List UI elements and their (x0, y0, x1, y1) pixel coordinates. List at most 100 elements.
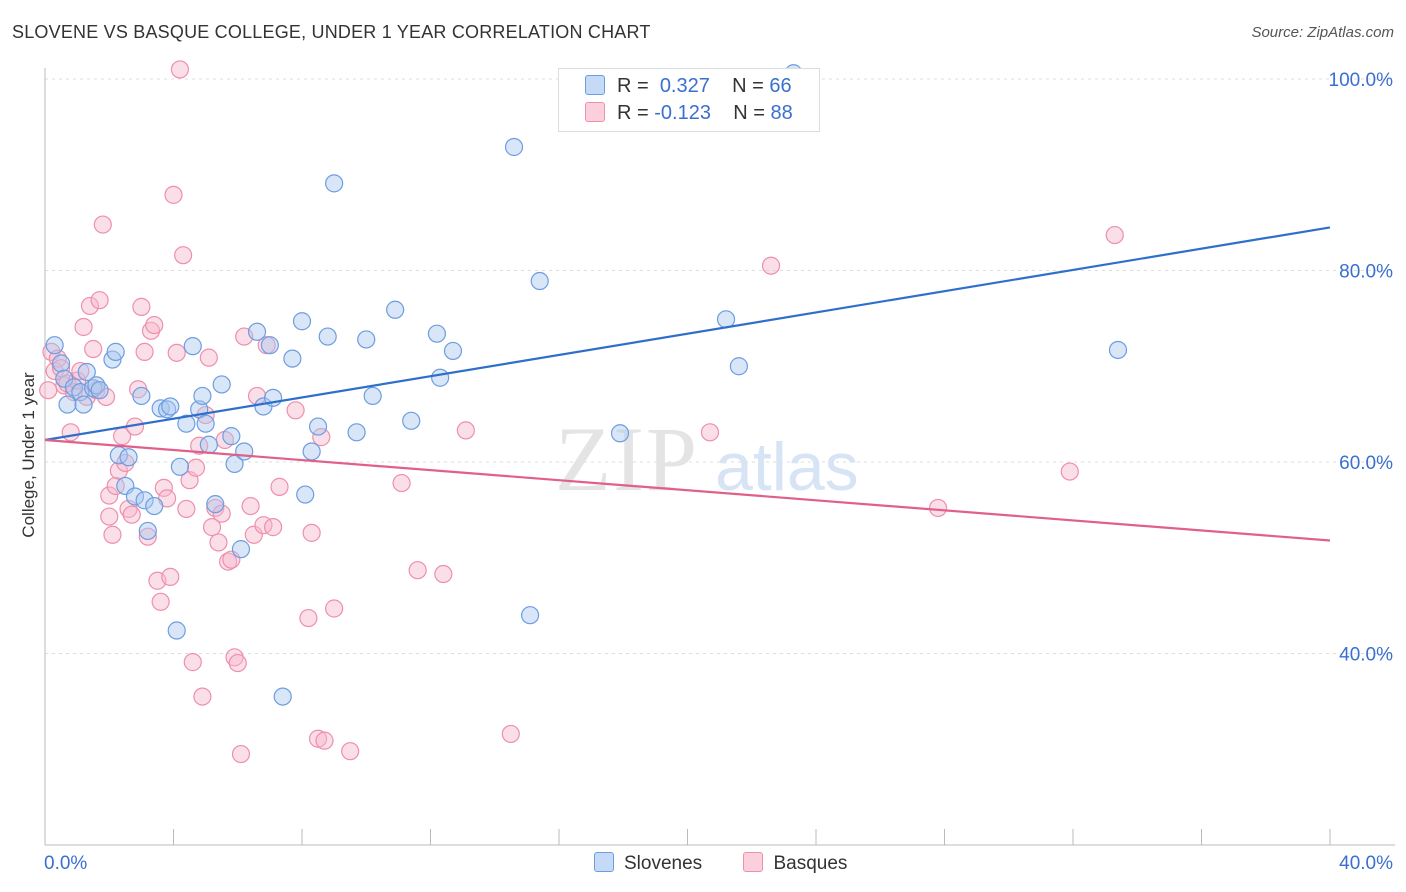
point-slovenes (273, 687, 292, 706)
point-basques (135, 342, 154, 361)
point-basques (434, 564, 453, 584)
point-slovenes (161, 397, 180, 416)
point-slovenes (283, 349, 302, 368)
point-basques (186, 458, 206, 477)
point-basques (193, 687, 212, 706)
point-basques (761, 256, 781, 275)
point-slovenes (431, 368, 450, 387)
point-slovenes (222, 427, 241, 446)
point-slovenes (183, 337, 202, 356)
point-basques (151, 592, 170, 611)
point-slovenes (308, 417, 328, 436)
point-slovenes (157, 400, 177, 419)
point-slovenes (318, 327, 337, 346)
point-basques (61, 423, 80, 442)
point-slovenes (610, 424, 630, 443)
legend-swatch-slovenes (594, 852, 614, 872)
point-slovenes (199, 435, 218, 454)
point-slovenes (193, 386, 212, 406)
point-basques (164, 185, 183, 204)
point-basques (456, 421, 475, 440)
point-slovenes (177, 414, 196, 433)
legend-swatch-basques (585, 102, 605, 122)
point-basques (145, 315, 164, 335)
point-basques (392, 473, 411, 493)
point-basques (154, 478, 173, 497)
point-basques (103, 525, 122, 544)
point-basques (1060, 462, 1079, 481)
point-basques (71, 361, 90, 381)
tick-labels: 40.0% 60.0% 80.0% 100.0% 0.0% 40.0% (44, 70, 1393, 874)
series-legend: Slovenes Basques (594, 852, 883, 875)
point-basques (501, 724, 520, 744)
point-slovenes (231, 540, 251, 559)
point-basques (1105, 225, 1124, 245)
point-slovenes (84, 379, 103, 398)
trend-line-slovenes (44, 226, 1331, 442)
point-basques (190, 436, 209, 455)
point-slovenes (347, 423, 366, 442)
point-basques (408, 561, 427, 580)
legend-row-slovenes: R = 0.327 N = 66 (585, 75, 792, 99)
y-tick-label: 40.0% (1339, 645, 1393, 666)
point-basques (270, 477, 289, 496)
legend-row-basques: R = -0.123 N = 88 (585, 102, 793, 126)
point-basques (167, 343, 186, 362)
point-basques (39, 381, 58, 400)
point-basques (228, 653, 247, 673)
point-basques (315, 731, 334, 750)
point-basques (244, 525, 263, 544)
point-slovenes (1108, 340, 1128, 360)
point-slovenes (77, 362, 96, 382)
point-slovenes (235, 442, 254, 461)
trend-lines (44, 226, 1331, 542)
point-slovenes (260, 336, 279, 355)
watermark: ZIP atlas (555, 408, 859, 510)
legend-r-value: -0.123 (654, 102, 711, 124)
point-basques (700, 423, 720, 442)
point-basques (225, 648, 244, 667)
legend-n-value: 66 (769, 75, 792, 97)
point-basques (132, 297, 151, 316)
point-basques (90, 291, 109, 310)
point-basques (74, 317, 93, 337)
point-slovenes (520, 606, 540, 625)
point-slovenes (135, 491, 154, 510)
legend-r-value: 0.327 (659, 75, 710, 97)
point-slovenes (325, 174, 344, 193)
point-basques (84, 339, 103, 359)
point-basques (928, 498, 948, 518)
legend-n-label: N = (732, 75, 764, 97)
legend-swatch-basques (743, 852, 764, 872)
point-slovenes (427, 324, 447, 343)
series-slovenes (45, 64, 1128, 706)
point-slovenes (206, 495, 225, 514)
point-slovenes (74, 395, 93, 414)
point-basques (286, 401, 305, 420)
point-basques (231, 744, 251, 764)
point-slovenes (106, 342, 125, 361)
point-slovenes (296, 485, 315, 504)
point-basques (138, 527, 157, 546)
point-basques (263, 518, 283, 537)
point-slovenes (212, 375, 231, 394)
point-basques (183, 653, 202, 672)
point-basques (209, 533, 228, 552)
legend-r-label: R = (617, 75, 649, 97)
x-tick-label: 40.0% (1339, 853, 1393, 874)
point-slovenes (138, 521, 157, 541)
point-slovenes (58, 395, 77, 414)
point-basques (141, 321, 161, 340)
point-slovenes (145, 496, 164, 516)
point-slovenes (170, 457, 190, 476)
point-slovenes (402, 411, 421, 430)
point-slovenes (302, 442, 321, 461)
point-slovenes (443, 341, 463, 361)
legend-r-label: R = (617, 102, 649, 124)
point-slovenes (119, 448, 138, 467)
point-basques (100, 507, 119, 526)
point-slovenes (167, 621, 186, 640)
point-slovenes (530, 271, 549, 291)
point-basques (199, 348, 218, 367)
